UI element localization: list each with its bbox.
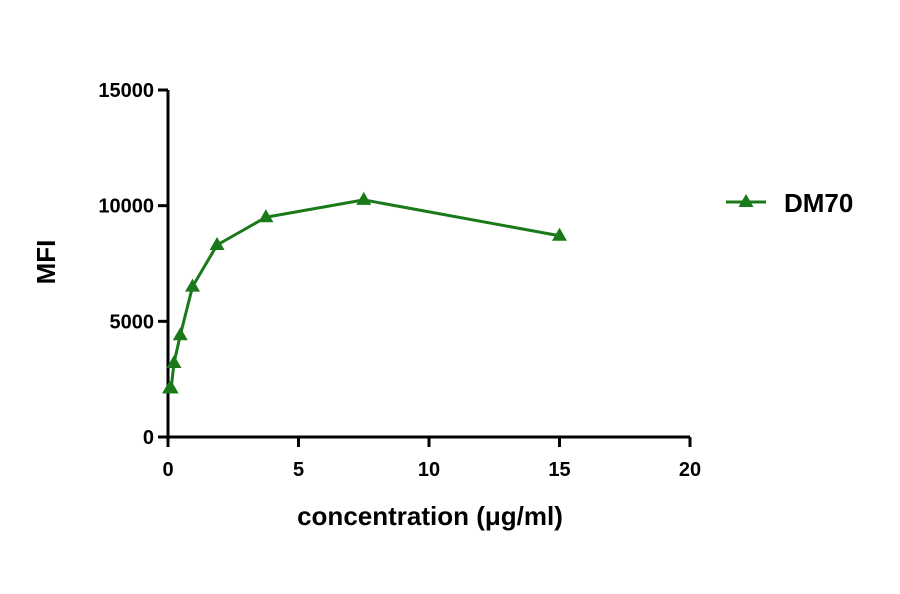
series-line-dm70: [169, 198, 560, 390]
y-axis-ticks: 0 5000 10000 15000: [98, 80, 168, 449]
data-point-marker: [185, 278, 201, 292]
data-point-marker: [209, 236, 225, 250]
data-point-marker: [163, 380, 179, 394]
x-tick-label: 0: [162, 459, 173, 481]
data-point-marker: [172, 327, 188, 341]
x-tick-label: 10: [418, 459, 440, 481]
x-tick-label: 15: [548, 459, 570, 481]
y-axis-title: MFI: [31, 240, 61, 285]
data-point-marker: [166, 354, 182, 368]
data-point-marker: [356, 191, 372, 205]
axes: [166, 90, 690, 439]
y-tick-label: 0: [143, 427, 154, 449]
legend: DM70: [726, 188, 853, 218]
series-layer: [162, 191, 567, 394]
y-tick-label: 15000: [98, 80, 154, 102]
legend-label-dm70: DM70: [784, 188, 853, 218]
x-axis-title: concentration (μg/ml): [297, 501, 563, 531]
data-point-marker: [258, 209, 274, 223]
x-tick-label: 20: [679, 459, 701, 481]
y-tick-label: 10000: [98, 196, 154, 218]
legend-marker-triangle: [738, 194, 754, 207]
x-axis-ticks: 0 5 10 15 20: [162, 437, 701, 481]
y-tick-label: 5000: [110, 311, 155, 333]
x-tick-label: 5: [293, 459, 304, 481]
data-point-marker: [552, 227, 567, 241]
